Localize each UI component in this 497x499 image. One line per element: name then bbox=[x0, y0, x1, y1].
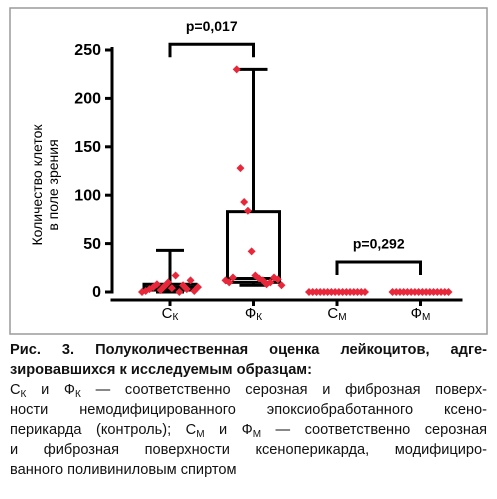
data-point bbox=[444, 288, 453, 296]
y-axis-label-line: Количество клеток bbox=[29, 124, 45, 246]
data-point bbox=[171, 271, 180, 280]
data-point bbox=[164, 278, 173, 287]
data-point bbox=[266, 278, 275, 287]
data-point bbox=[240, 197, 249, 206]
caption-text: и фиброзная поверхности ксеноперикарда, … bbox=[10, 442, 487, 458]
p-value: p=0,017 bbox=[186, 18, 238, 34]
y-tick-label: 0 bbox=[92, 284, 101, 301]
data-point bbox=[225, 278, 234, 287]
data-point bbox=[152, 280, 161, 289]
x-tick-label: ФМ bbox=[411, 305, 431, 323]
x-tick-label: СМ bbox=[327, 305, 346, 323]
data-point bbox=[186, 276, 195, 285]
x-label-sub: К bbox=[256, 312, 262, 323]
box bbox=[226, 210, 281, 284]
x-label-main: Ф bbox=[245, 305, 256, 322]
caption-line: ванного поливиниловым спиртом bbox=[10, 460, 487, 480]
caption-subscript: К bbox=[75, 389, 81, 400]
frame bbox=[9, 7, 488, 335]
data-point bbox=[247, 247, 256, 256]
caption-text: и Ф bbox=[204, 422, 253, 438]
caption-title-line: зировавшихся к исследуемым образцам: bbox=[10, 362, 312, 378]
y-axis-label: Количество клетокв поле зрения bbox=[29, 124, 61, 246]
y-axis-label-line: в поле зрения bbox=[45, 139, 61, 230]
data-point bbox=[228, 273, 237, 282]
data-point bbox=[277, 281, 286, 290]
data-point bbox=[182, 285, 191, 294]
x-label-main: С bbox=[327, 305, 338, 322]
x-label-sub: К bbox=[173, 312, 179, 323]
y-tick-label: 250 bbox=[74, 42, 101, 59]
caption-text: ванного поливиниловым спиртом bbox=[10, 462, 237, 478]
data-point bbox=[243, 206, 252, 215]
bracket bbox=[335, 260, 422, 275]
caption-subscript: М bbox=[196, 429, 205, 440]
caption-line: перикарда (контроль); СМ и ФМ — соответс… bbox=[10, 420, 487, 440]
caption-line: ности немодифицированного эпоксиобработа… bbox=[10, 400, 487, 420]
data-point bbox=[273, 275, 282, 284]
caption-line: и фиброзная поверхности ксеноперикарда, … bbox=[10, 440, 487, 460]
x-label-sub: М bbox=[338, 312, 346, 323]
x-tick-label: СК bbox=[162, 305, 179, 323]
y-tick-label: 50 bbox=[83, 236, 101, 253]
data-point bbox=[194, 283, 202, 292]
chart: 0 50 100 150 200 250 Количество клетокв поле з… bbox=[9, 7, 488, 335]
caption-text: ности немодифицированного эпоксиобработа… bbox=[10, 402, 487, 418]
data-point bbox=[175, 288, 184, 296]
caption-text: перикарда (контроль); С bbox=[10, 422, 197, 438]
y-tick-label: 150 bbox=[74, 139, 101, 156]
y-tick-label: 200 bbox=[74, 91, 101, 108]
caption-text: и Ф bbox=[26, 382, 76, 398]
x-label-main: Ф bbox=[411, 305, 422, 322]
caption-text: — соответственно серозная и фиброзная по… bbox=[80, 382, 488, 398]
caption-text: С bbox=[10, 382, 21, 398]
caption: Рис. 3. Полуколичественная оценка лейкоц… bbox=[10, 340, 487, 480]
x-tick-label: ФК bbox=[245, 305, 262, 323]
data-point bbox=[236, 164, 245, 173]
caption-subscript: М bbox=[252, 429, 262, 440]
data-point bbox=[232, 65, 241, 74]
caption-text: — соответственно серозная bbox=[261, 422, 488, 438]
bracket bbox=[168, 42, 255, 58]
p-value: p=0,292 bbox=[353, 236, 405, 252]
caption-line: СК и ФК — соответственно серозная и фибр… bbox=[10, 380, 487, 400]
caption-subscript: К bbox=[20, 389, 27, 400]
data-point bbox=[361, 288, 369, 296]
data-point bbox=[167, 284, 176, 293]
caption-title-line: Рис. 3. Полуколичественная оценка лейкоц… bbox=[10, 342, 487, 358]
x-label-sub: М bbox=[422, 312, 430, 323]
y-tick-label: 100 bbox=[74, 187, 101, 204]
x-label-main: С bbox=[162, 305, 173, 322]
